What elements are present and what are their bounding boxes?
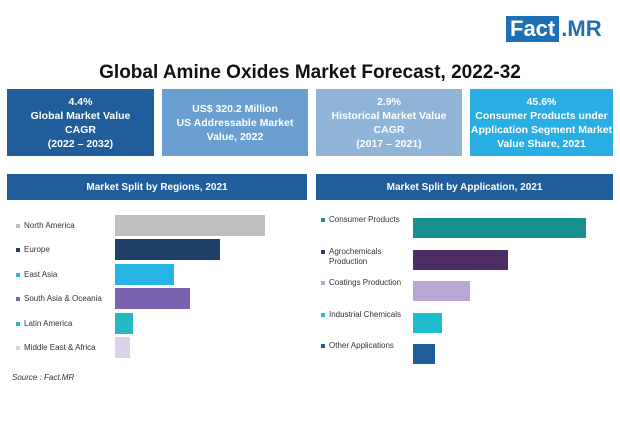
legend-marker [321, 249, 325, 254]
category-label: South Asia & Oceania [24, 294, 102, 304]
stat-line: US$ 320.2 Million [192, 102, 278, 115]
stat-line: 45.6% [526, 95, 557, 108]
stat-line: CAGR [65, 123, 96, 136]
data-bar [413, 281, 471, 301]
category-label: Other Applications [329, 341, 394, 350]
data-bar [413, 218, 586, 238]
legend-marker [16, 346, 20, 350]
data-bar [115, 239, 220, 261]
stat-line: US Addressable Market [176, 116, 294, 129]
stat-line: Consumer Products under [475, 109, 608, 122]
legend-marker [16, 272, 20, 277]
legend-marker [321, 218, 325, 222]
stat-line: Value Share, 2021 [497, 137, 586, 150]
regions-chart-title: Market Split by Regions, 2021 [7, 174, 307, 200]
legend-marker [16, 248, 20, 253]
stat-card-consumer-share: 45.6% Consumer Products under Applicatio… [470, 89, 613, 156]
stat-line: 4.4% [68, 95, 93, 108]
data-bar [413, 312, 443, 333]
source-note: Source : Fact.MR [12, 373, 75, 382]
stat-line: 2.9% [377, 95, 401, 108]
stat-card-cagr-forecast: 4.4% Global Market Value CAGR (2022 – 20… [7, 89, 154, 156]
category-label: Consumer Products [329, 215, 400, 224]
page-title: Global Amine Oxides Market Forecast, 202… [99, 62, 521, 83]
category-label: Industrial Chemicals [329, 309, 402, 319]
logo-text-left: Fact [506, 16, 560, 42]
factmr-logo: Fact .MR [506, 16, 604, 42]
stat-line: Global Market Value [30, 109, 131, 122]
legend-marker [321, 344, 325, 348]
data-bar [115, 215, 265, 236]
stat-line: (2022 – 2032) [47, 137, 114, 150]
category-label: North America [24, 221, 75, 230]
data-bar [115, 312, 133, 334]
legend-marker [16, 224, 20, 228]
stat-card-us-market: US$ 320.2 Million US Addressable Market … [162, 89, 308, 156]
data-bar [115, 337, 130, 358]
stat-line: (2017 – 2021) [356, 137, 422, 150]
data-bar [413, 344, 436, 364]
legend-marker [321, 281, 325, 285]
logo-text-right: .MR [561, 16, 602, 41]
application-chart-title: Market Split by Application, 2021 [316, 174, 613, 200]
data-bar [115, 288, 190, 310]
data-bar [115, 263, 174, 285]
category-label: Latin America [24, 318, 73, 328]
legend-marker [16, 297, 20, 302]
category-label: Europe [24, 245, 50, 255]
stat-line: Value, 2022 [206, 130, 264, 143]
stat-card-historical-cagr: 2.9% Historical Market Value CAGR (2017 … [316, 89, 462, 156]
data-bar [413, 249, 509, 270]
category-label: Middle East & Africa [24, 343, 96, 352]
category-label: Coatings Production [329, 278, 402, 287]
stat-line: CAGR [373, 123, 405, 136]
stat-line: Application Segment Market [470, 123, 613, 136]
category-label: Agrochemicals Production [329, 246, 382, 266]
legend-marker [16, 321, 20, 326]
stat-line: Historical Market Value [331, 109, 447, 122]
category-label: East Asia [24, 269, 58, 279]
legend-marker [321, 312, 325, 317]
